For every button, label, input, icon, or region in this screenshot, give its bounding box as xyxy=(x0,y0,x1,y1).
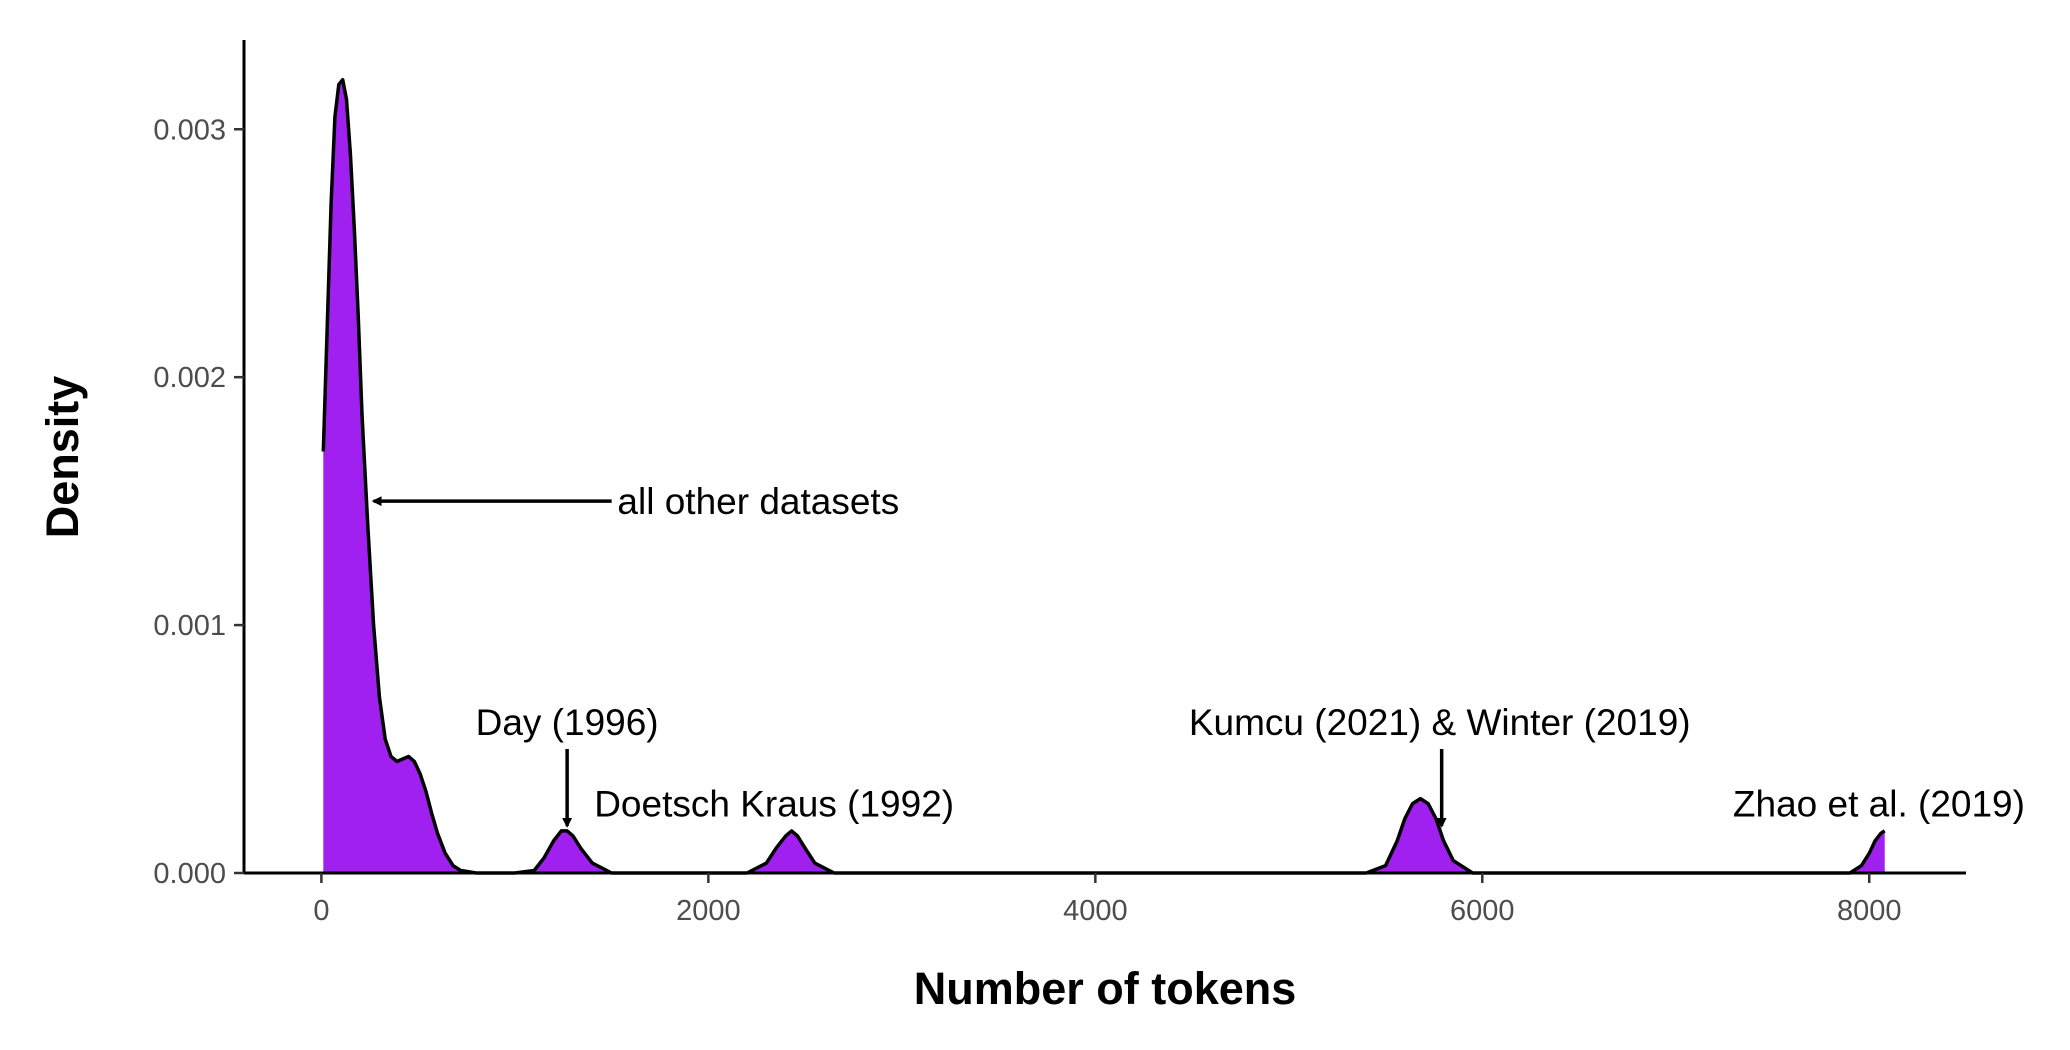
annotation-label: Kumcu (2021) & Winter (2019) xyxy=(1189,702,1691,743)
axes xyxy=(242,40,1966,875)
x-tick-label: 8000 xyxy=(1837,895,1902,927)
annotation-label: all other datasets xyxy=(617,481,899,522)
annotations: all other datasets Day (1996) Doetsch Krau… xyxy=(371,481,2025,828)
y-tick-label: 0.002 xyxy=(153,362,226,394)
y-axis-title: Density xyxy=(37,376,88,539)
x-tick-label: 4000 xyxy=(1063,895,1128,927)
ticks: 0 2000 4000 6000 8000 0.000 0.001 0.002 0.003 xyxy=(153,114,1901,927)
x-tick-label: 6000 xyxy=(1450,895,1515,927)
annotation-label: Day (1996) xyxy=(476,702,659,743)
annotation-label: Zhao et al. (2019) xyxy=(1733,784,2025,825)
y-tick-label: 0.003 xyxy=(153,114,226,146)
annotation-label: Doetsch Kraus (1992) xyxy=(594,784,954,825)
y-tick-label: 0.001 xyxy=(153,610,226,642)
density-area-0 xyxy=(323,79,1885,873)
density-line-0 xyxy=(321,77,1886,875)
x-tick-label: 2000 xyxy=(676,895,741,927)
x-tick-label: 0 xyxy=(313,895,329,927)
y-tick-label: 0.000 xyxy=(153,858,226,890)
plot-area xyxy=(321,77,1886,875)
x-axis-title: Number of tokens xyxy=(914,963,1297,1014)
